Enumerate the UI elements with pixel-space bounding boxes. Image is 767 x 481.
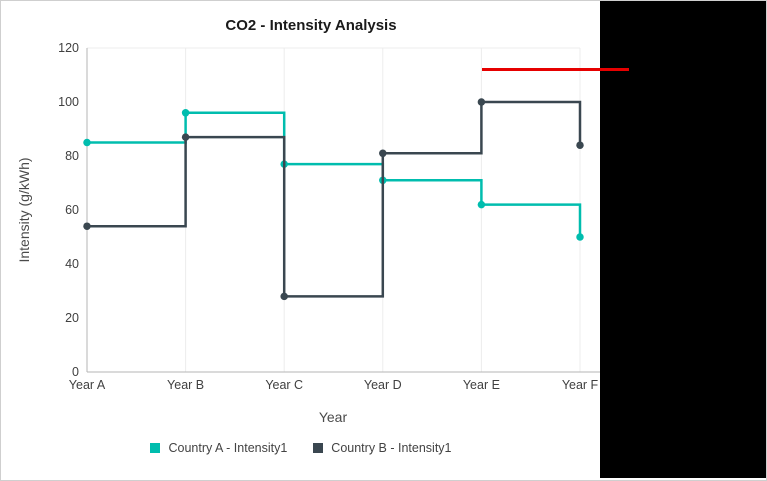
- data-point-marker[interactable]: [379, 149, 387, 158]
- axis-labels-layer: 0 20 40 60 80 100 120 Year A Year B Year C Year D Y…: [58, 41, 598, 392]
- legend-item[interactable]: Country B - Intensity1: [313, 441, 452, 455]
- legend-label: Country B - Intensity1: [331, 441, 452, 455]
- legend-item[interactable]: Country A - Intensity1: [150, 441, 287, 455]
- gridlines-layer: [86, 47, 581, 372]
- data-point-marker[interactable]: [477, 98, 486, 106]
- y-tick-label: 80: [65, 149, 79, 163]
- data-point-marker[interactable]: [83, 222, 91, 230]
- legend-label: Country A - Intensity1: [168, 441, 288, 455]
- y-tick-label: 0: [72, 365, 79, 379]
- chart-title: CO2 - Intensity Analysis: [225, 17, 396, 34]
- red-annotation-line: [482, 68, 629, 71]
- data-point-marker[interactable]: [576, 141, 584, 149]
- x-tick-label: Year E: [463, 378, 500, 392]
- y-tick-label: 40: [65, 257, 79, 271]
- series-line: [87, 111, 582, 237]
- y-tick-label: 60: [65, 203, 79, 217]
- series-line: [87, 100, 582, 298]
- data-point-marker[interactable]: [181, 109, 190, 117]
- y-axis-title: Intensity (g/kWh): [16, 157, 32, 262]
- y-tick-label: 100: [58, 95, 79, 109]
- chart-legend: Country A - Intensity1 Country B - Intens…: [1, 441, 601, 455]
- y-tick-label: 20: [65, 311, 79, 325]
- data-point-marker[interactable]: [83, 138, 91, 147]
- x-tick-label: Year A: [69, 378, 106, 392]
- x-tick-label: Year F: [562, 378, 599, 392]
- y-tick-label: 120: [58, 41, 79, 55]
- data-point-marker[interactable]: [181, 133, 190, 141]
- x-tick-label: Year B: [167, 378, 204, 392]
- data-point-marker[interactable]: [576, 233, 584, 241]
- x-axis-title: Year: [319, 409, 348, 425]
- data-point-marker[interactable]: [280, 292, 288, 301]
- x-tick-label: Year D: [364, 378, 402, 392]
- data-point-marker[interactable]: [477, 200, 486, 209]
- legend-swatch-icon: [313, 443, 324, 453]
- black-overlay-panel: [600, 1, 766, 478]
- x-tick-label: Year C: [265, 378, 303, 392]
- legend-swatch-icon: [150, 443, 161, 453]
- axes-layer: [86, 48, 613, 373]
- series-layer: [83, 98, 584, 301]
